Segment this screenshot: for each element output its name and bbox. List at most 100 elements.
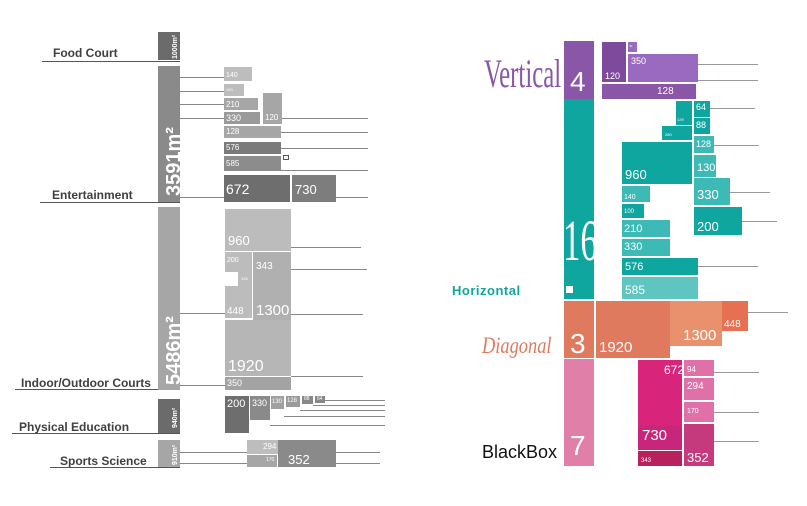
- item-bar-128s: [238, 272, 252, 286]
- item-bar-r330: [694, 178, 730, 205]
- leader-line: [742, 221, 777, 222]
- item-bar-r120: [602, 42, 626, 82]
- item-value: 343: [641, 458, 652, 464]
- category-label-entertainment: Entertainment: [52, 188, 133, 202]
- leader-line: [714, 441, 759, 442]
- item-value: 330: [226, 113, 242, 123]
- item-bar-128: [224, 126, 281, 138]
- item-value: 129: [677, 117, 684, 122]
- leader-line: [714, 412, 759, 413]
- group-count-blackbox: 7: [570, 430, 586, 461]
- item-bar-r294: [684, 378, 714, 400]
- item-bar-585: [224, 156, 281, 171]
- item-value: 200: [697, 219, 719, 234]
- group-count-vertical: 4: [570, 66, 586, 97]
- item-value: 350: [227, 378, 243, 388]
- item-bar-672: [224, 175, 290, 202]
- underline-ss: [50, 467, 180, 468]
- category-label-courts: Indoor/Outdoor Courts: [21, 376, 151, 390]
- group-count-horizontal: 16: [563, 208, 598, 273]
- item-value: 576: [625, 261, 644, 273]
- item-bar-r672: [638, 360, 682, 426]
- item-value: 730: [642, 427, 668, 444]
- item-bar-r128: [602, 84, 696, 99]
- group-bar-blackbox: [564, 359, 594, 466]
- item-value: 140: [226, 72, 238, 79]
- item-bar-r88: [694, 118, 710, 134]
- underline-ent: [40, 202, 180, 203]
- item-value: 120: [605, 71, 621, 81]
- item-value: 170: [687, 408, 699, 415]
- item-value: 448: [227, 306, 244, 317]
- group-bar-diagonal: [564, 301, 594, 358]
- item-bar-r200: [694, 207, 742, 235]
- item-bar-r94: [684, 360, 714, 376]
- item-value: 672: [664, 363, 685, 377]
- leader-line: [180, 77, 224, 78]
- item-bar-r64: [694, 101, 710, 117]
- item-value: 280: [665, 132, 672, 137]
- area-bar-entertainment: [158, 66, 180, 202]
- item-bar-r129: [676, 101, 692, 125]
- item-bar-r576: [622, 258, 698, 275]
- leader-line: [714, 145, 759, 146]
- group-label-blackbox: BlackBox: [482, 442, 558, 462]
- leader-line: [282, 118, 368, 119]
- leader-line: [281, 132, 368, 133]
- item-bar-210: [224, 98, 258, 110]
- leader-line: [180, 118, 224, 119]
- leader-line: [281, 170, 368, 171]
- category-label-sports-science: Sports Science: [60, 454, 147, 468]
- item-value: 576: [226, 143, 240, 152]
- item-value: 94: [687, 365, 696, 374]
- leader-line: [291, 314, 363, 315]
- area-label-entertainment: 3591m²: [163, 127, 185, 196]
- item-bar-330b: [250, 396, 270, 420]
- marker-square: [566, 286, 573, 293]
- item-value: 960: [625, 167, 647, 182]
- item-value: 128: [226, 127, 240, 136]
- item-bar-r128b: [694, 136, 714, 153]
- area-label-food: 1000m²: [172, 34, 179, 59]
- category-label-food-court: Food Court: [53, 46, 118, 60]
- group-bar-vertical: [564, 41, 594, 99]
- leader-line: [730, 192, 770, 193]
- item-value: 960: [228, 233, 250, 248]
- item-value: 128: [241, 276, 248, 281]
- leader-line: [336, 463, 380, 464]
- item-value: 210: [624, 223, 643, 235]
- leader-line: [284, 416, 385, 417]
- leader-line: [281, 148, 368, 149]
- leader-line: [291, 269, 367, 270]
- item-value: 88: [304, 396, 310, 402]
- leader-line: [180, 104, 224, 105]
- group-count-diagonal: 3: [570, 328, 586, 359]
- leader-line: [180, 313, 225, 314]
- item-value: 170: [266, 457, 275, 463]
- item-bar-r140: [622, 186, 650, 202]
- item-value: 1920: [599, 339, 633, 356]
- item-bar-r170: [684, 402, 714, 422]
- leader-line: [325, 400, 385, 401]
- area-bar-ss: [158, 440, 180, 467]
- item-bar-448: [225, 286, 252, 318]
- item-bar-r730: [638, 426, 682, 450]
- item-bar-r343: [638, 451, 682, 466]
- item-bar-r280: [662, 126, 692, 140]
- item-value: 1300: [683, 327, 717, 344]
- item-bar-r960: [622, 142, 692, 184]
- item-bar-352: [278, 440, 336, 467]
- item-bar-576: [224, 142, 281, 154]
- leader-line: [270, 425, 385, 426]
- item-value: 330: [252, 398, 268, 408]
- item-bar-88: [302, 396, 313, 404]
- item-value: 330: [624, 241, 643, 253]
- item-bar-120: [263, 93, 282, 124]
- item-bar-330: [224, 112, 260, 124]
- item-bar-960: [225, 209, 291, 251]
- item-bar-r350: [628, 54, 698, 82]
- item-value: 200: [227, 398, 246, 410]
- item-bar-r352: [684, 424, 714, 466]
- item-value: 120: [265, 113, 279, 122]
- item-value: 730: [295, 182, 317, 197]
